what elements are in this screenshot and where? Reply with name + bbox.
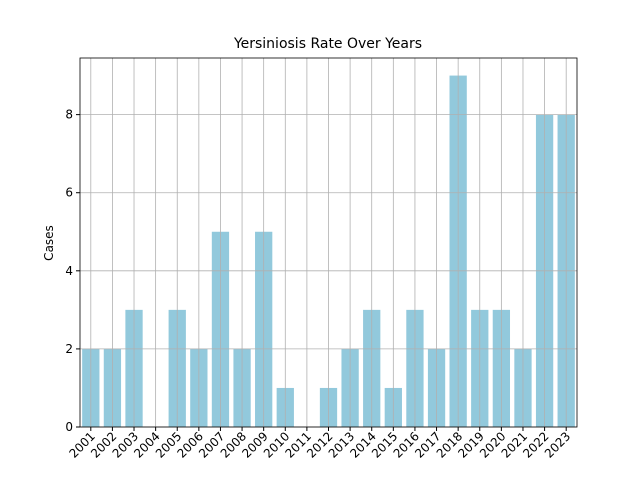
- x-tick-label: 2023: [542, 429, 573, 460]
- y-tick-label: 6: [65, 186, 73, 200]
- y-tick-label: 4: [65, 264, 73, 278]
- plot-frame: [79, 57, 578, 428]
- y-tick-label: 2: [65, 342, 73, 356]
- x-axis-label: Year: [314, 478, 340, 480]
- y-tick-label: 0: [65, 420, 73, 434]
- y-tick-label: 8: [65, 108, 73, 122]
- y-axis-label: Cases: [42, 225, 56, 261]
- chart-title: Yersiniosis Rate Over Years: [233, 36, 422, 52]
